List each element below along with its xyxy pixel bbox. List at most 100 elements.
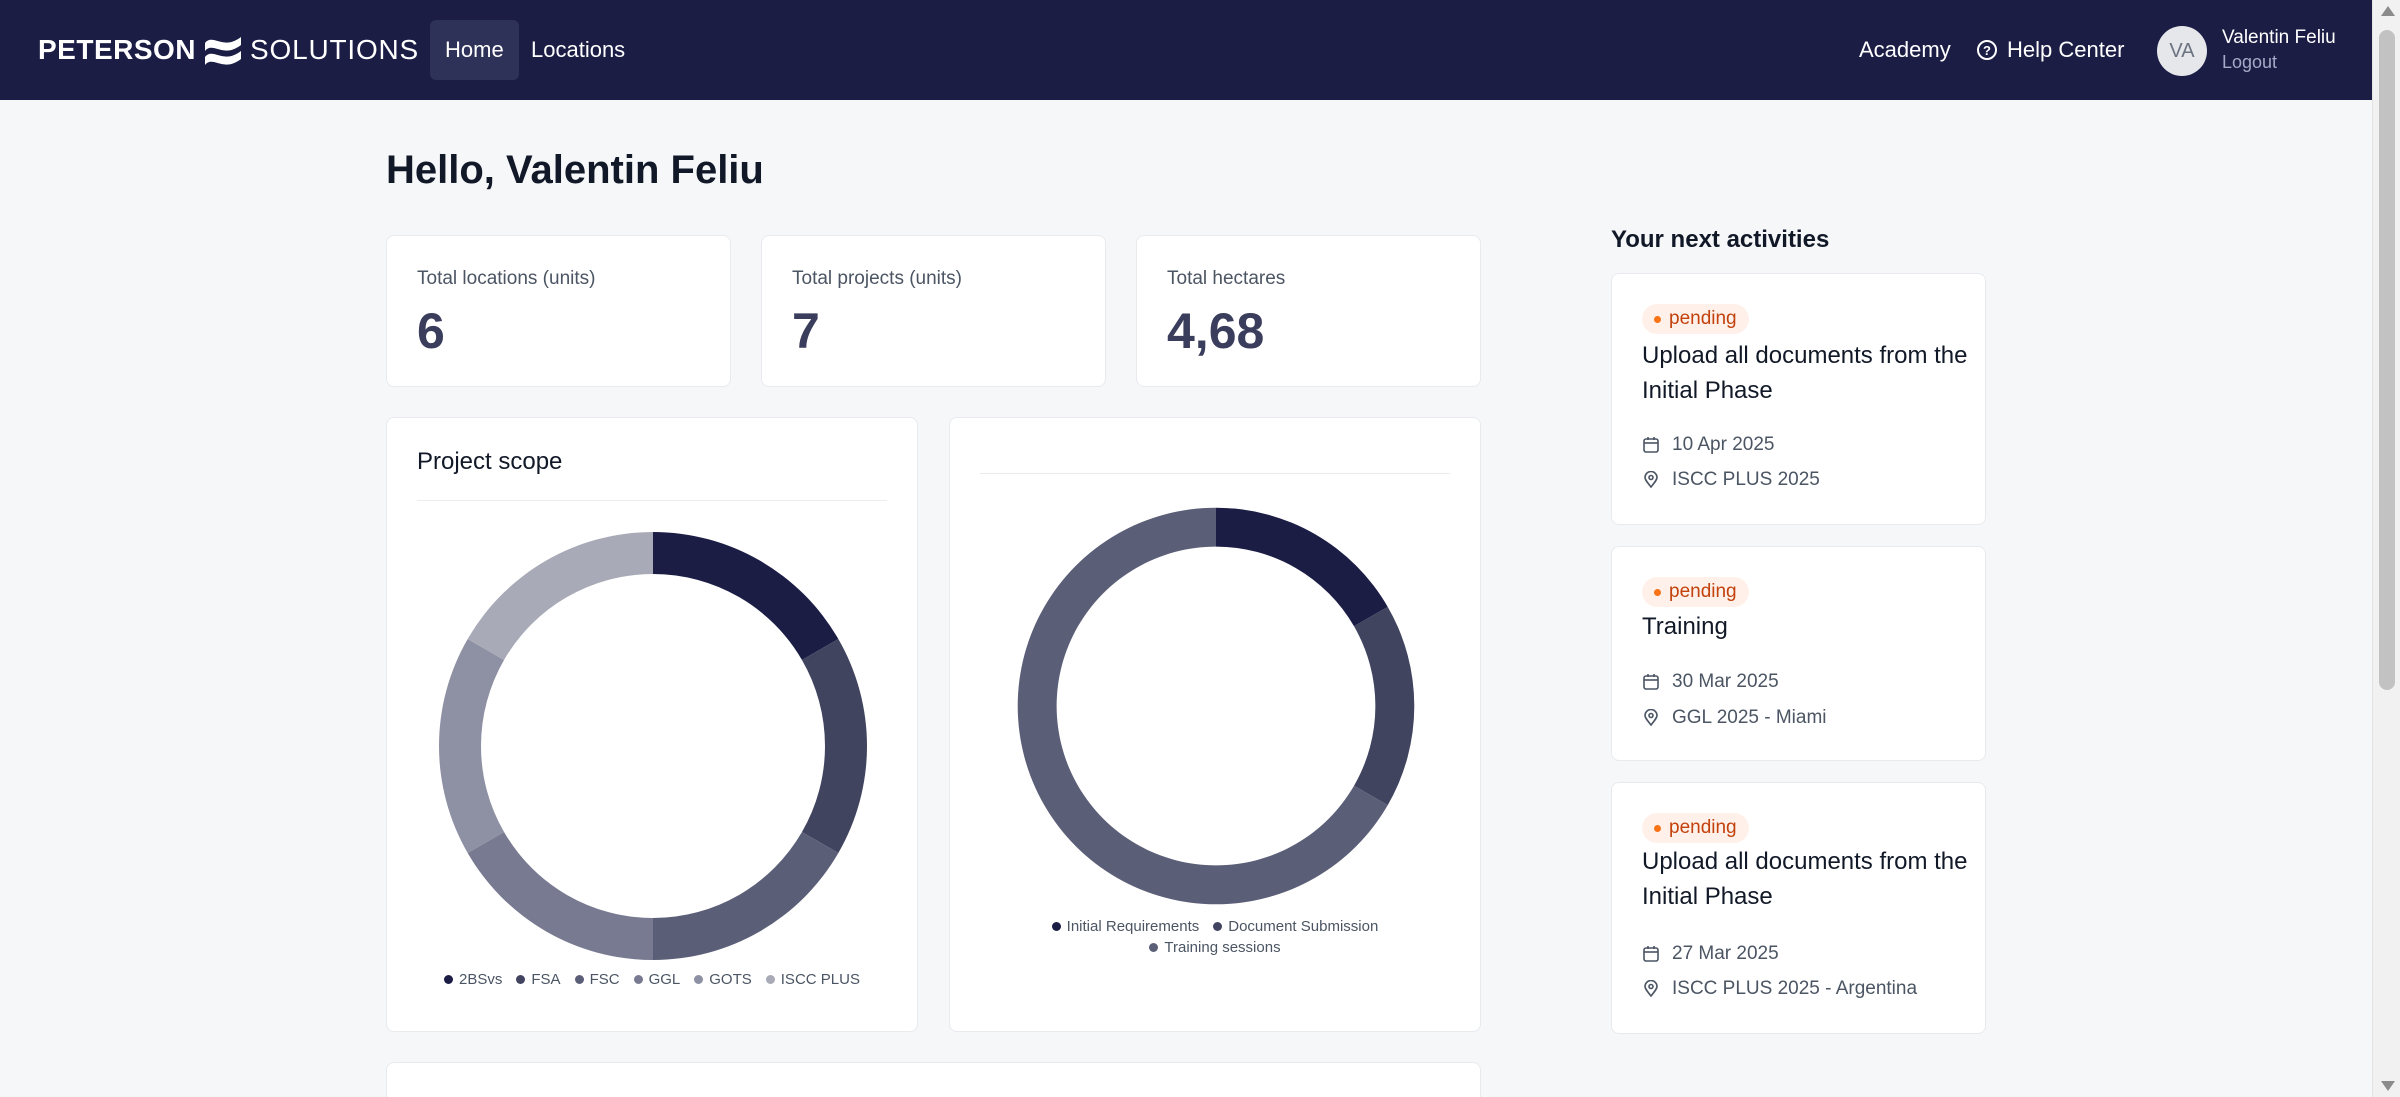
user-name: Valentin Feliu: [2222, 27, 2336, 48]
logout-link[interactable]: Logout: [2222, 52, 2278, 72]
legend-label: GGL: [648, 971, 681, 988]
legend-dot-icon: [1051, 922, 1061, 931]
chart-title: Project scope: [417, 448, 563, 475]
legend-item[interactable]: Initial Requirements: [1051, 918, 1200, 935]
donut-slice-ggl[interactable]: [467, 832, 653, 960]
stat-value: 6: [417, 303, 445, 359]
page-scrollbar[interactable]: [2372, 0, 2400, 1097]
activity-date-text: 27 Mar 2025: [1672, 943, 1779, 964]
chart-legend: Initial Requirements Document Submission T…: [1040, 918, 1390, 956]
project-scope-donut-chart: [439, 532, 867, 960]
legend-item[interactable]: GOTS: [694, 971, 752, 988]
activity-location-text: ISCC PLUS 2025 - Argentina: [1672, 978, 1918, 999]
legend-dot-icon: [1213, 922, 1223, 931]
brand-logo[interactable]: PETERSON SOLUTIONS: [38, 29, 419, 71]
map-pin-icon: [1644, 980, 1658, 998]
status-dot-icon: [1654, 588, 1661, 596]
activity-title: Upload all documents from the Initial Ph…: [1642, 342, 1968, 404]
stat-label: Total locations (units): [417, 268, 596, 289]
activity-date: 30 Mar 2025: [1642, 671, 1779, 693]
brand-word-light: SOLUTIONS: [250, 34, 420, 65]
status-label: pending: [1669, 581, 1737, 602]
chart-divider: [980, 473, 1450, 474]
help-circle-icon: ?: [1977, 40, 1997, 60]
stat-card-projects: Total projects (units) 7: [761, 235, 1106, 387]
brand-word-bold: PETERSON: [38, 34, 197, 65]
legend-label: ISCC PLUS: [780, 971, 860, 988]
donut-slice-fsc[interactable]: [653, 832, 839, 960]
stat-label: Total hectares: [1167, 268, 1286, 289]
legend-dot-icon: [574, 975, 584, 984]
calendar-icon: [1643, 946, 1659, 962]
activity-date: 10 Apr 2025: [1642, 434, 1774, 456]
stat-value: 7: [792, 303, 820, 359]
activity-card[interactable]: pending Upload all documents from the In…: [1611, 782, 1986, 1034]
user-avatar[interactable]: VA: [2157, 26, 2207, 76]
stat-value: 4,68: [1167, 303, 1265, 359]
nav-help-center[interactable]: ? Help Center: [1962, 20, 2139, 80]
nav-home[interactable]: Home: [430, 20, 519, 80]
activities-chart-card: Initial Requirements Document Submission T…: [949, 417, 1481, 1032]
legend-item[interactable]: Training sessions: [1149, 939, 1281, 956]
legend-label: Document Submission: [1228, 918, 1379, 935]
nav-academy[interactable]: Academy: [1859, 37, 1951, 62]
status-badge: pending: [1642, 813, 1749, 843]
donut-slice-2bsvs[interactable]: [653, 532, 839, 660]
scroll-down-arrow-icon[interactable]: [2381, 1081, 2395, 1091]
activity-date-text: 10 Apr 2025: [1672, 434, 1775, 455]
activity-card[interactable]: pending Upload all documents from the In…: [1611, 273, 1986, 525]
donut-slice-document-submission[interactable]: [1354, 606, 1415, 806]
calendar-icon: [1643, 674, 1659, 690]
status-label: pending: [1669, 308, 1737, 329]
status-dot-icon: [1654, 824, 1661, 832]
activity-location: GGL 2025 - Miami: [1642, 707, 1827, 729]
legend-label: Training sessions: [1164, 939, 1281, 956]
legend-label: GOTS: [709, 971, 752, 988]
chart-divider: [417, 500, 887, 501]
legend-dot-icon: [516, 975, 526, 984]
activities-donut-chart: [1017, 507, 1415, 905]
donut-slice-fsa[interactable]: [801, 639, 867, 853]
donut-slice-gots[interactable]: [439, 639, 505, 853]
map-pin-icon: [1644, 709, 1658, 727]
legend-item[interactable]: GGL: [633, 971, 681, 988]
map-pin-icon: [1644, 471, 1658, 489]
activity-title: Upload all documents from the Initial Ph…: [1642, 848, 1968, 910]
donut-slice-initial-requirements[interactable]: [1216, 507, 1388, 627]
status-dot-icon: [1654, 315, 1661, 323]
project-scope-chart-card: Project scope 2BSvs FSA FSC GGL GOTS ISCC PLU…: [386, 417, 918, 1032]
legend-label: FSA: [531, 971, 561, 988]
legend-label: 2BSvs: [459, 971, 503, 988]
legend-item[interactable]: FSA: [516, 971, 561, 988]
status-label: pending: [1669, 817, 1737, 838]
legend-item[interactable]: Document Submission: [1213, 918, 1378, 935]
status-badge: pending: [1642, 577, 1749, 607]
legend-item[interactable]: FSC: [574, 971, 620, 988]
nav-help-center-label: Help Center: [2007, 37, 2125, 62]
legend-item[interactable]: ISCC PLUS: [765, 971, 860, 988]
legend-dot-icon: [633, 975, 643, 984]
bottom-card: [386, 1062, 1481, 1097]
scrollbar-thumb[interactable]: [2379, 30, 2395, 690]
activity-card[interactable]: pending Training 30 Mar 2025 GGL 2025 - …: [1611, 546, 1986, 761]
chart-legend: 2BSvs FSA FSC GGL GOTS ISCC PLUS: [407, 971, 897, 988]
activity-date: 27 Mar 2025: [1642, 943, 1779, 965]
wave-mark-icon: [205, 37, 242, 65]
stat-card-hectares: Total hectares 4,68: [1136, 235, 1481, 387]
status-badge: pending: [1642, 304, 1749, 334]
legend-item[interactable]: 2BSvs: [444, 971, 502, 988]
legend-label: Initial Requirements: [1066, 918, 1200, 935]
activities-heading: Your next activities: [1611, 226, 1830, 253]
legend-dot-icon: [444, 975, 454, 984]
legend-dot-icon: [1149, 943, 1159, 952]
scroll-up-arrow-icon[interactable]: [2381, 6, 2395, 16]
activity-location-text: GGL 2025 - Miami: [1672, 707, 1827, 728]
activity-location: ISCC PLUS 2025 - Argentina: [1642, 978, 1917, 1000]
legend-dot-icon: [694, 975, 704, 984]
top-navbar: PETERSON SOLUTIONS Home Locations Academ…: [0, 0, 2372, 100]
legend-label: FSC: [589, 971, 620, 988]
stat-label: Total projects (units): [792, 268, 963, 289]
nav-locations[interactable]: Locations: [531, 37, 626, 62]
activity-location: ISCC PLUS 2025: [1642, 469, 1820, 491]
donut-slice-iscc-plus[interactable]: [467, 532, 653, 660]
